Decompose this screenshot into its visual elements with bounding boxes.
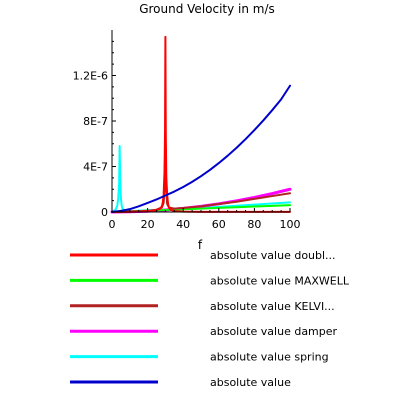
y-tick-label: 4E-7 [83,161,108,174]
x-tick-label: 60 [212,218,226,231]
series-line-1 [111,35,291,213]
legend: absolute value doubl... absolute value MA… [70,249,350,389]
legend-label-4: absolute value damper [210,325,338,338]
series-line-6 [111,84,291,213]
x-tick-label: 100 [280,218,301,231]
x-tick-label: 20 [141,218,155,231]
y-tick-label: 1.2E-6 [73,70,108,83]
series-line-5 [111,145,291,213]
x-axis-label: f [198,238,203,252]
x-tick-label: 40 [176,218,190,231]
legend-label-2: absolute value MAXWELL [210,274,350,287]
x-tick-label: 80 [247,218,261,231]
legend-label-6: absolute value [210,376,291,389]
legend-label-1: absolute value doubl... [210,249,336,262]
chart-title: Ground Velocity in m/s [139,2,275,16]
legend-label-3: absolute value KELVI... [210,300,335,313]
x-tick-label: 0 [109,218,116,231]
legend-label-5: absolute value spring [210,351,329,364]
y-tick-label: 0 [101,206,108,219]
axes: 0 20 40 60 80 100 0 4E-7 8E-7 1.2E-6 [73,30,301,231]
plot-area [110,35,292,214]
y-tick-label: 8E-7 [83,115,108,128]
